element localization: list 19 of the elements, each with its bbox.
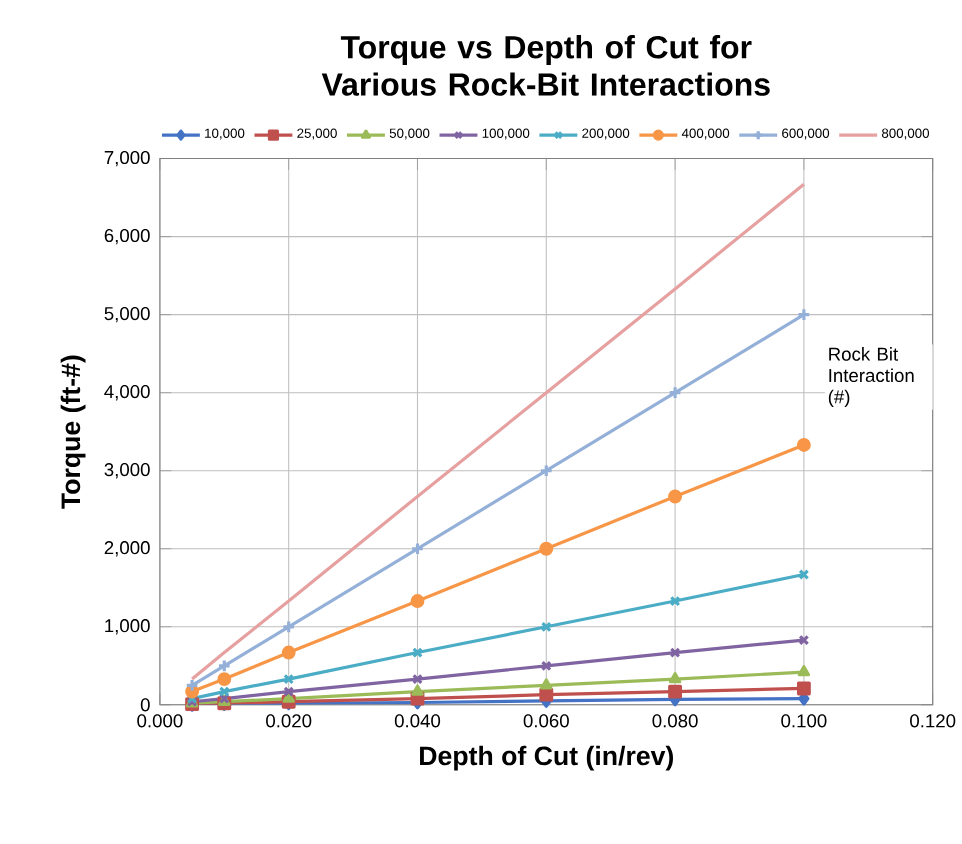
chart-title: Torque vs Depth of Cut for Various Rock-Bit Interactions	[321, 35, 770, 97]
x-tick-label: 0.100	[781, 714, 827, 728]
x-tick-label: 0.020	[266, 714, 312, 728]
x-tick-label: 0.080	[652, 714, 698, 728]
y-axis-title: Torque (ft-#)	[60, 355, 86, 510]
x-axis-title: Depth of Cut (in/rev)	[420, 746, 674, 771]
x-tick-label: 0.060	[523, 714, 569, 728]
y-tick-label: 3,000	[104, 463, 150, 479]
y-tick-label: 4,000	[104, 385, 150, 401]
y-tick-label: 7,000	[104, 151, 150, 167]
annotation: Rock Bit Interaction (#)	[828, 347, 914, 408]
y-tick-label: 2,000	[104, 541, 150, 557]
x-tick-label: 0.120	[910, 714, 956, 728]
x-tick-label: 0.000	[137, 714, 183, 728]
x-tick-label: 0.040	[394, 714, 441, 728]
y-tick-label: 1,000	[105, 619, 150, 635]
y-tick-label: 6,000	[104, 229, 150, 245]
y-tick-label: 5,000	[104, 307, 150, 323]
y-tick-label: 0	[140, 698, 150, 712]
